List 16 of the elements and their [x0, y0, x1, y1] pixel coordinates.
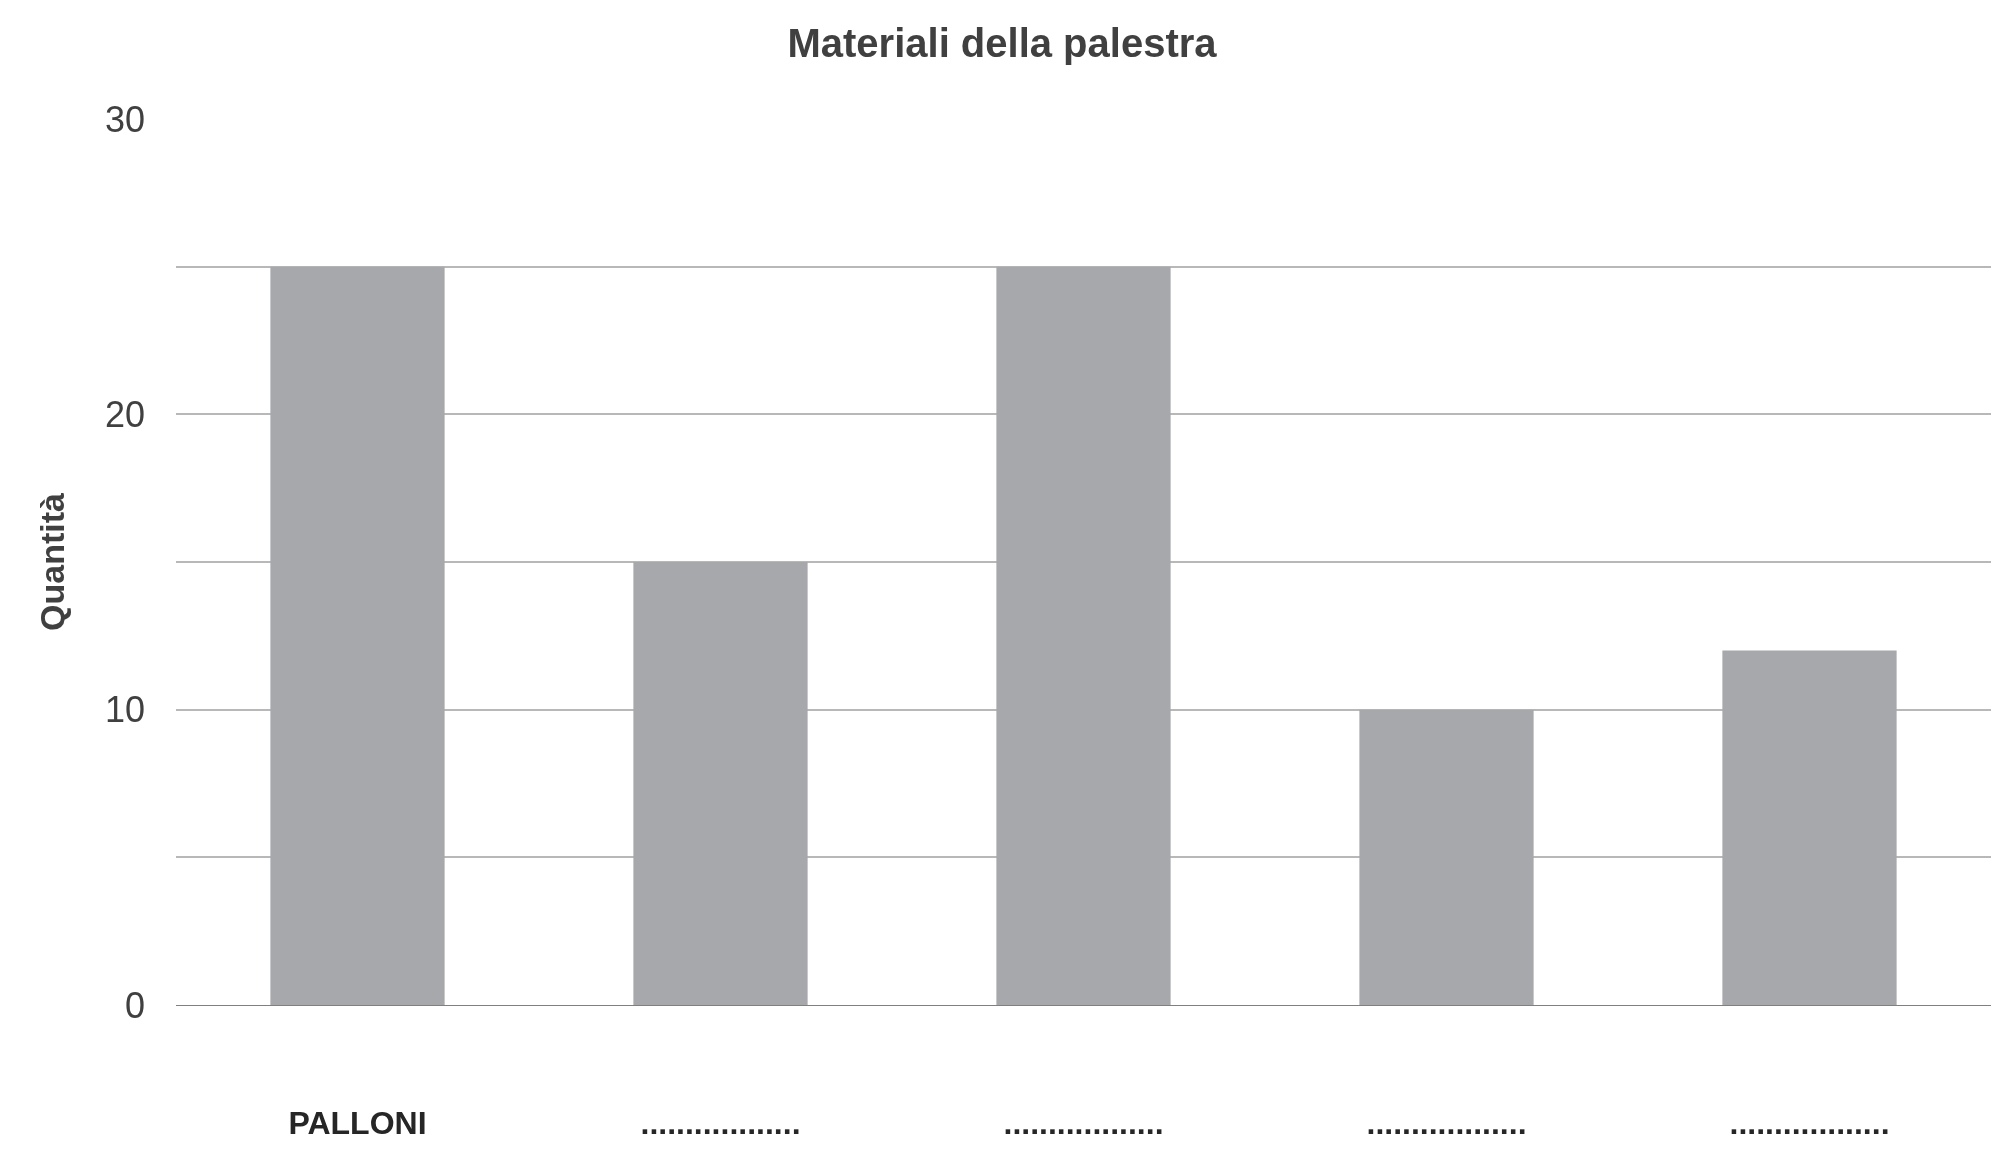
bar: [1359, 709, 1534, 1005]
x-tick-label: ..................: [1366, 1105, 1527, 1142]
x-tick-label: ..................: [1003, 1105, 1164, 1142]
bar: [633, 562, 808, 1005]
y-tick-label: 20: [104, 393, 145, 435]
bar: [270, 266, 445, 1005]
chart-title: Materiali della palestra: [787, 21, 1218, 66]
x-tick-label: ..................: [640, 1105, 801, 1142]
bar: [1722, 650, 1897, 1005]
y-tick-label: 30: [104, 98, 145, 140]
y-axis-title: Quantità: [32, 492, 71, 631]
x-tick-label: PALLONI: [288, 1105, 427, 1142]
bar: [996, 266, 1171, 1005]
y-tick-label: 10: [104, 689, 145, 731]
y-tick-label: 0: [124, 984, 145, 1026]
x-tick-label: ..................: [1729, 1105, 1890, 1142]
